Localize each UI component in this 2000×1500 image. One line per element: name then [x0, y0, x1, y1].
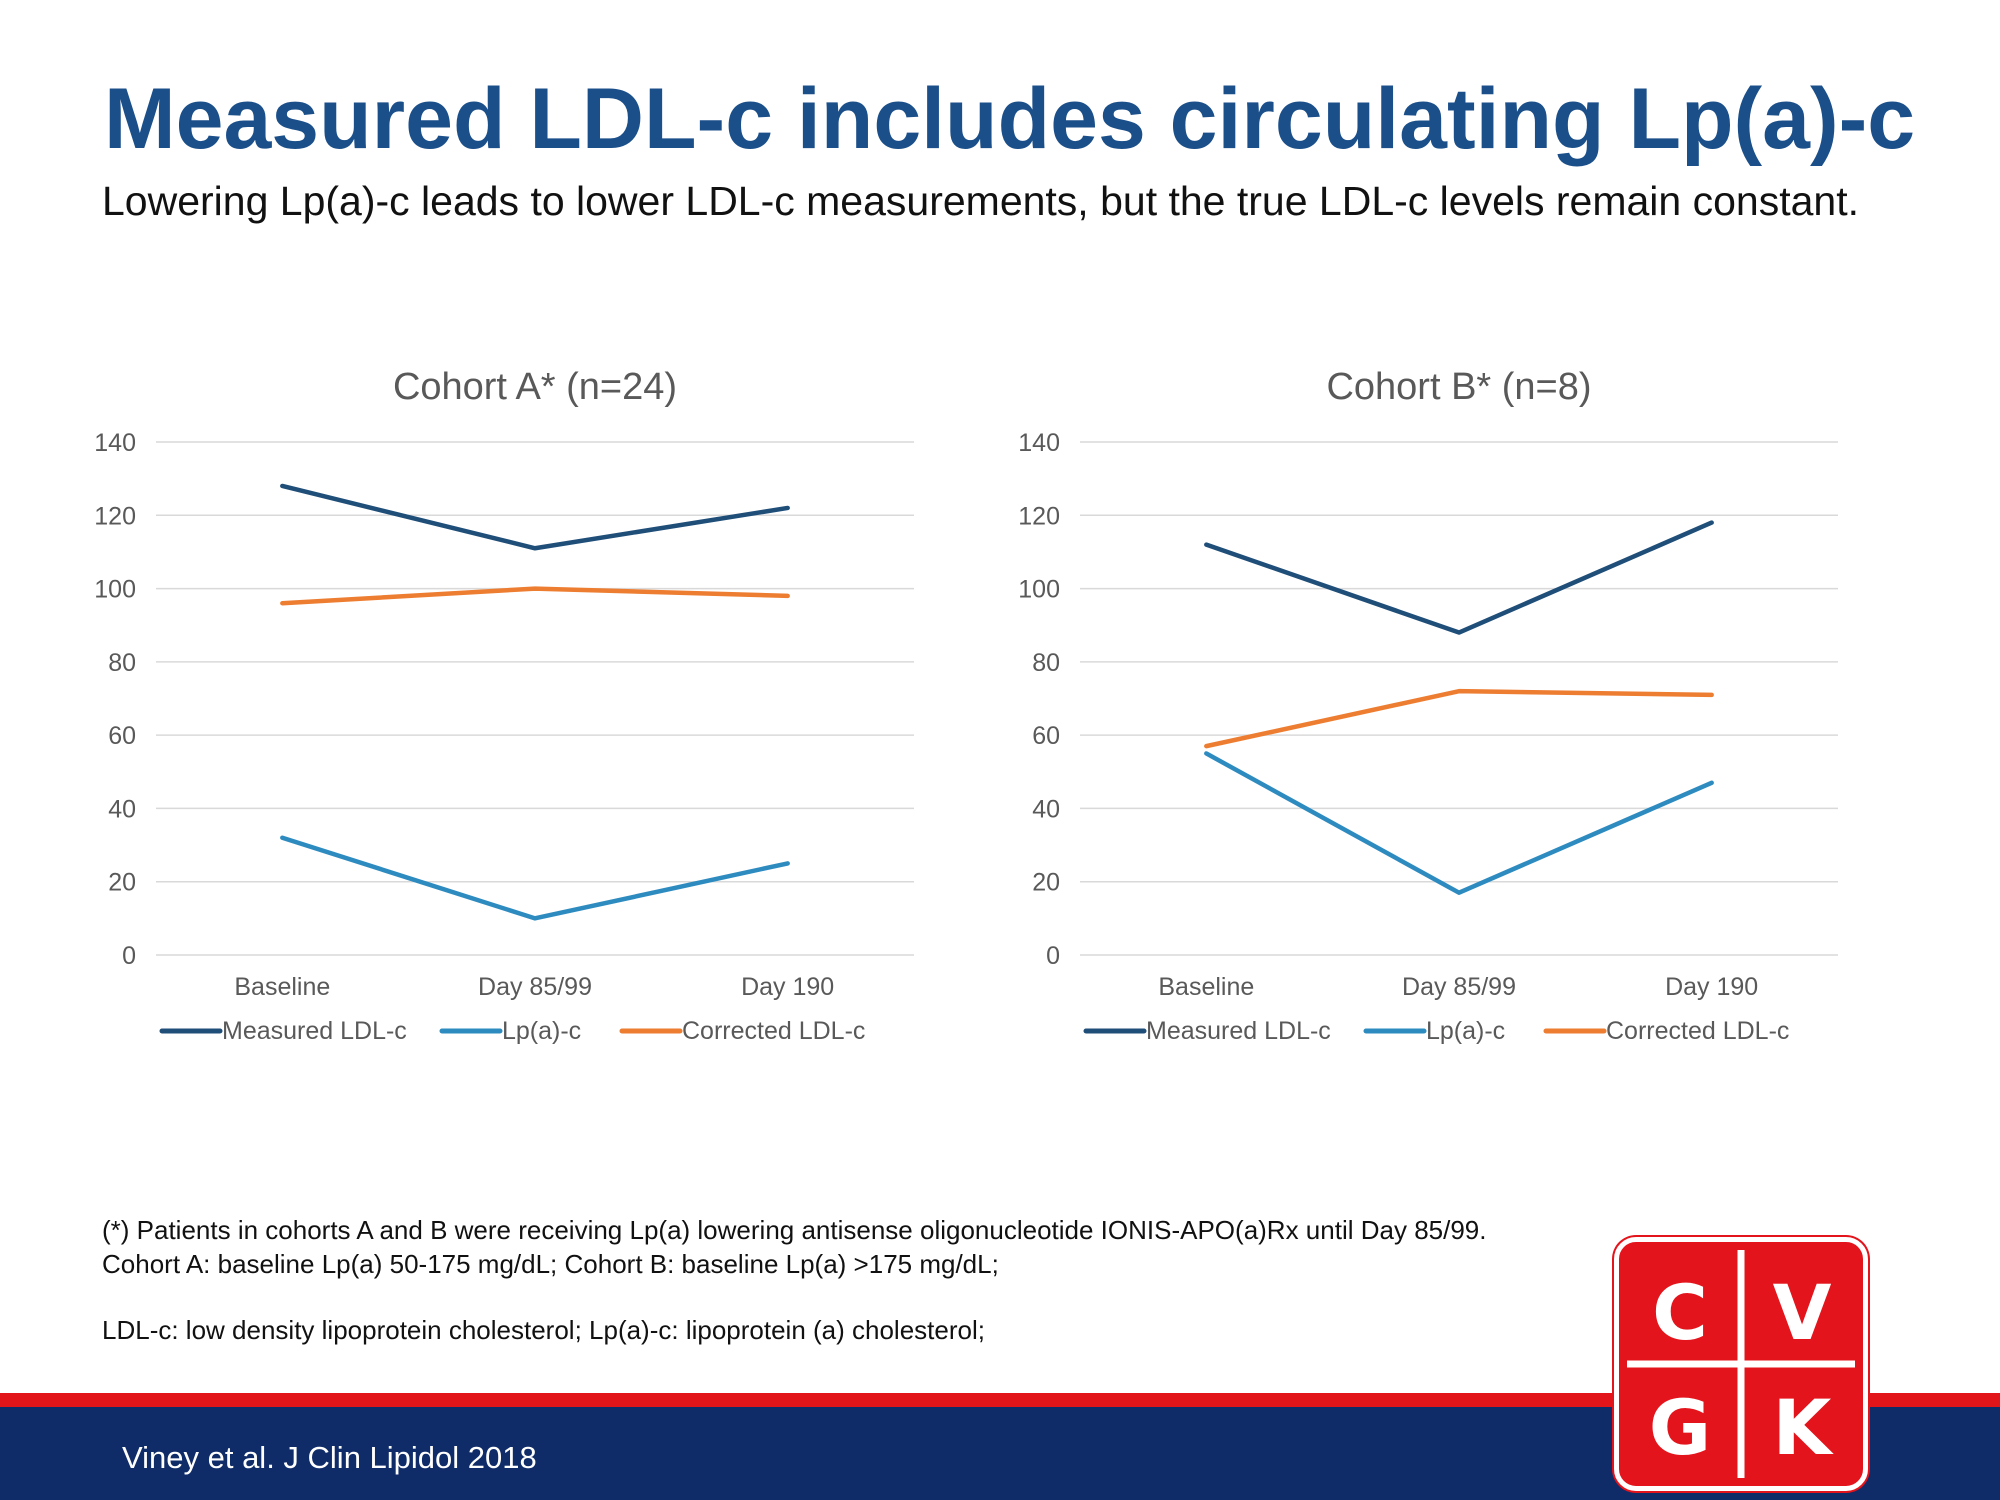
series-line: [280, 483, 790, 551]
x-tick-label: Baseline: [1158, 973, 1254, 1001]
legend-label: Lp(a)-c: [1426, 1017, 1505, 1045]
y-tick-label: 100: [1018, 576, 1060, 604]
series-line: [280, 586, 790, 606]
citation: Viney et al. J Clin Lipidol 2018: [122, 1440, 537, 1475]
chart-title: Cohort A* (n=24): [393, 366, 677, 408]
series-line: [280, 835, 790, 921]
y-tick-label: 20: [108, 869, 136, 897]
chart-cohort-b: Cohort B* (n=8) 0 20 40 60 80 100 120 140 Baselin…: [976, 355, 1936, 1075]
y-tick-label: 140: [94, 429, 136, 457]
x-tick-label: Day 85/99: [1402, 973, 1516, 1001]
cvgk-logo-svg: C V G K: [1627, 1250, 1855, 1478]
legend-label: Corrected LDL-c: [1606, 1017, 1789, 1045]
cvgk-logo: C V G K: [1614, 1237, 1868, 1491]
footer-red-stripe: [0, 1393, 2000, 1407]
legend-label: Measured LDL-c: [222, 1017, 407, 1045]
legend-label: Lp(a)-c: [502, 1017, 581, 1045]
y-tick-label: 20: [1032, 869, 1060, 897]
y-tick-label: 0: [122, 942, 136, 970]
slide-title: Measured LDL-c includes circulating Lp(a…: [104, 71, 1916, 167]
y-tick-label: 60: [1032, 722, 1060, 750]
y-tick-label: 120: [1018, 502, 1060, 530]
legend-label: Corrected LDL-c: [682, 1017, 865, 1045]
x-tick-label: Day 85/99: [478, 973, 592, 1001]
slide-subtitle: Lowering Lp(a)-c leads to lower LDL-c me…: [102, 178, 1859, 224]
y-tick-label: 40: [1032, 795, 1060, 823]
y-tick-label: 0: [1046, 942, 1060, 970]
logo-letter-c: C: [1652, 1268, 1708, 1357]
y-tick-label: 60: [108, 722, 136, 750]
x-tick-label: Day 190: [741, 973, 834, 1001]
footnote-line-1: (*) Patients in cohorts A and B were rec…: [102, 1215, 1487, 1245]
footnote-line-2: Cohort A: baseline Lp(a) 50-175 mg/dL; C…: [102, 1249, 999, 1279]
series-line: [1204, 688, 1714, 749]
chart-title: Cohort B* (n=8): [1326, 366, 1591, 408]
logo-letter-v: V: [1773, 1268, 1832, 1357]
logo-letter-k: K: [1773, 1383, 1835, 1472]
y-tick-label: 80: [1032, 649, 1060, 677]
footnote-line-3: LDL-c: low density lipoprotein cholester…: [102, 1315, 985, 1345]
x-tick-label: Day 190: [1665, 973, 1758, 1001]
y-tick-label: 120: [94, 502, 136, 530]
y-tick-label: 140: [1018, 429, 1060, 457]
y-tick-label: 80: [108, 649, 136, 677]
chart-cohort-a-svg: Cohort A* (n=24) 0 20 40 60 80 100 120 140 Baseli…: [94, 366, 914, 1045]
y-tick-label: 100: [94, 576, 136, 604]
chart-cohort-b-svg: Cohort B* (n=8) 0 20 40 60 80 100 120 140 Baselin…: [1018, 366, 1838, 1045]
x-tick-label: Baseline: [234, 973, 330, 1001]
series-line: [1204, 751, 1714, 895]
y-tick-label: 40: [108, 795, 136, 823]
logo-letter-g: G: [1649, 1383, 1711, 1472]
legend-label: Measured LDL-c: [1146, 1017, 1331, 1045]
series-line: [1204, 520, 1714, 635]
chart-cohort-a: Cohort A* (n=24) 0 20 40 60 80 100 120 140 Baseli…: [52, 355, 1012, 1075]
